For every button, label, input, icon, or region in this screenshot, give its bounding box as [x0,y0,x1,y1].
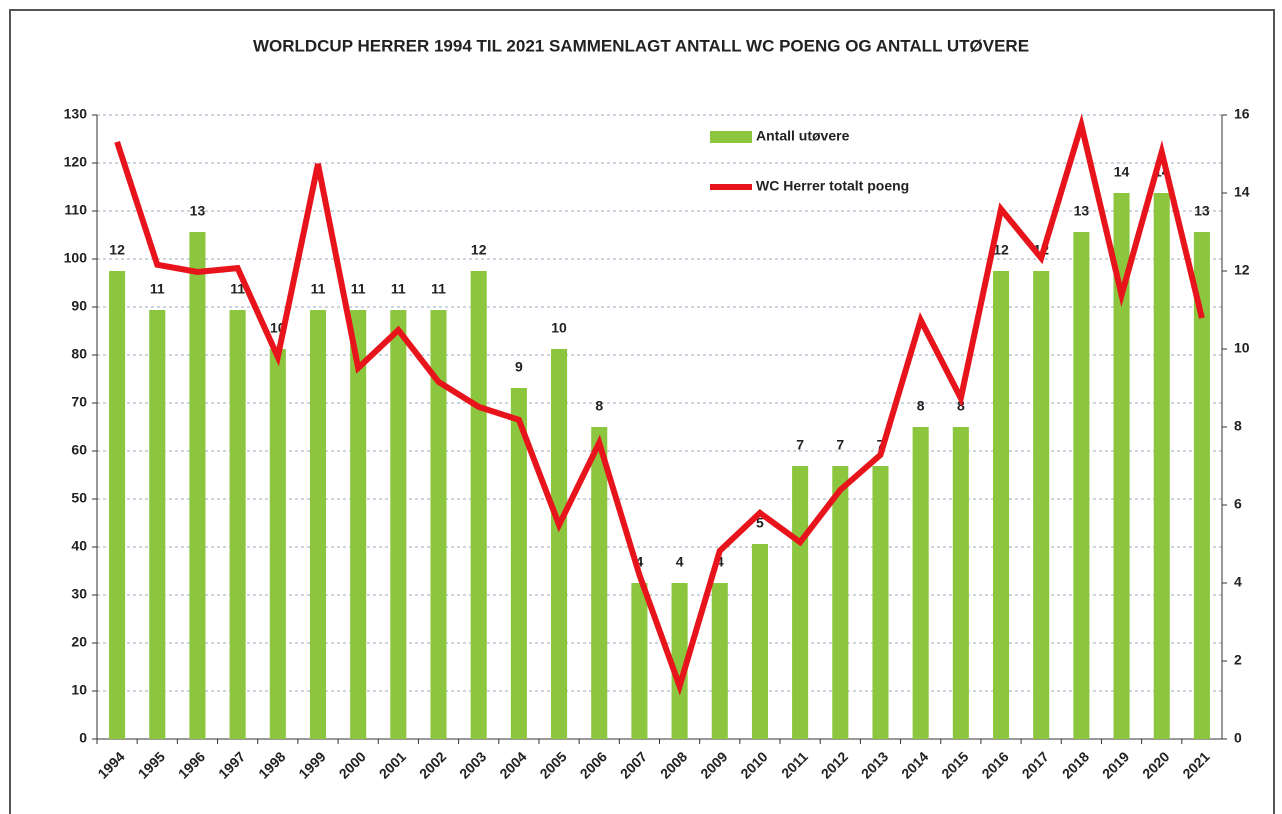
legend-swatch [710,131,752,143]
bar-label: 12 [471,242,487,258]
y-tick-label: 120 [64,154,88,170]
bar [591,427,608,739]
bar [792,466,809,739]
legend-label: WC Herrer totalt poeng [756,178,909,194]
y2-tick-label: 12 [1234,262,1250,278]
bar [390,310,407,739]
bar-label: 9 [515,359,523,375]
chart-title: WORLDCUP HERRER 1994 TIL 2021 SAMMENLAGT… [253,36,1029,55]
bar [350,310,367,739]
y2-tick-label: 16 [1234,106,1250,122]
legend-label: Antall utøvere [756,128,850,144]
y2-tick-label: 2 [1234,652,1242,668]
y-tick-label: 130 [64,106,88,122]
y2-tick-label: 14 [1234,184,1250,200]
y2-tick-label: 0 [1234,730,1242,746]
bar-label: 13 [190,203,206,219]
y-tick-label: 0 [79,730,87,746]
bar-label: 11 [431,281,446,297]
bar [189,232,206,739]
y-tick-label: 20 [71,634,87,650]
y-tick-label: 10 [71,682,87,698]
bar [671,583,688,739]
y2-tick-label: 6 [1234,496,1242,512]
bar-label: 8 [957,398,965,414]
bar-label: 7 [796,437,804,453]
bar-label: 11 [150,281,165,297]
bar [992,271,1010,739]
bar-label: 7 [836,437,844,453]
y-tick-label: 80 [71,346,87,362]
bar [952,427,969,739]
bar-label: 11 [311,281,326,297]
y-tick-label: 100 [64,250,88,266]
bar [1113,193,1130,739]
bar-label: 5 [756,515,764,531]
y-tick-label: 40 [71,538,87,554]
bar [510,388,527,739]
bar-label: 11 [391,281,406,297]
bar-label: 12 [993,242,1009,258]
bar-label: 4 [676,554,684,570]
bar [1033,271,1050,739]
bar [430,310,447,739]
bar [1073,232,1090,739]
bar-label: 13 [1074,203,1090,219]
y-tick-label: 70 [71,394,87,410]
y-tick-label: 30 [71,586,87,602]
bar-label: 11 [230,281,245,297]
bar [149,310,166,739]
bar [711,583,728,739]
y-tick-label: 60 [71,442,87,458]
bar [1153,193,1170,739]
bar [912,427,929,739]
bar [470,271,487,739]
bar [309,310,327,739]
bar-label: 11 [351,281,366,297]
bar-label: 4 [716,554,724,570]
bar-label: 4 [636,554,644,570]
bar-label: 13 [1194,203,1210,219]
y-tick-label: 110 [64,202,87,218]
line [114,113,1205,696]
y2-tick-label: 10 [1234,340,1250,356]
bar-label: 10 [551,320,567,336]
bar-label: 8 [595,398,603,414]
bar-label: 8 [917,398,925,414]
y2-tick-label: 4 [1234,574,1242,590]
bar [269,349,286,739]
y2-tick-label: 8 [1234,418,1242,434]
bar [229,310,246,739]
y-tick-label: 90 [71,298,87,314]
bar [109,271,126,739]
bar [631,583,648,739]
bar [751,544,768,739]
bar [551,349,568,739]
bar-label: 12 [109,242,125,258]
bar-label: 14 [1114,164,1130,180]
bar [1193,232,1210,739]
y-tick-label: 50 [71,490,87,506]
bar [872,466,889,739]
bar [832,466,849,739]
